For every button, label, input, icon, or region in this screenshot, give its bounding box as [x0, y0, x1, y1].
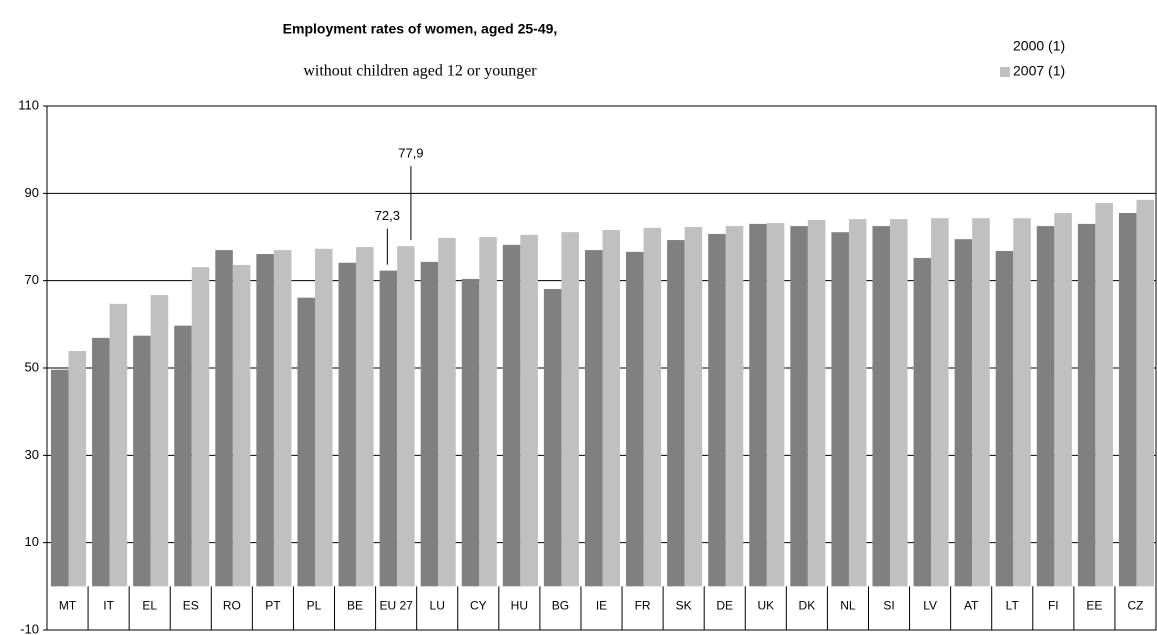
- bar: [379, 270, 398, 587]
- bar: [972, 218, 990, 587]
- x-tick-label: SI: [883, 599, 894, 613]
- bar: [708, 233, 726, 587]
- bar: [297, 297, 315, 587]
- bar: [807, 219, 826, 587]
- bar: [872, 226, 891, 587]
- x-tick-label: EL: [142, 599, 157, 613]
- chart-title: Employment rates of women, aged 25-49,: [283, 21, 558, 37]
- bar: [461, 278, 480, 587]
- x-tick-label: BE: [347, 599, 363, 613]
- bar: [356, 247, 374, 587]
- bar: [790, 226, 808, 587]
- bar: [584, 250, 603, 587]
- bar: [314, 248, 333, 587]
- bar: [913, 257, 932, 587]
- y-tick-label: 70: [25, 272, 39, 287]
- bar: [479, 237, 497, 587]
- legend-label: 2007 (1): [1013, 63, 1065, 79]
- x-tick-label: EE: [1086, 599, 1102, 613]
- bar: [954, 239, 973, 587]
- bar: [848, 219, 867, 587]
- x-tick-label: DK: [799, 599, 816, 613]
- bar: [543, 288, 562, 587]
- x-tick-label: DE: [716, 599, 733, 613]
- bar: [643, 227, 662, 587]
- bar: [51, 369, 69, 587]
- x-tick-label: MT: [59, 599, 77, 613]
- x-tick-label: IT: [103, 599, 114, 613]
- bar: [1095, 202, 1113, 587]
- bar: [92, 337, 110, 587]
- bar: [1013, 218, 1031, 587]
- bar: [684, 226, 703, 587]
- data-label: 77,9: [398, 146, 423, 161]
- bar: [273, 250, 292, 587]
- bar: [502, 244, 521, 587]
- legend-swatch: [1000, 67, 1010, 77]
- x-tick-label: AT: [964, 599, 979, 613]
- bar: [995, 250, 1014, 587]
- chart-subtitle: without children aged 12 or younger: [303, 63, 537, 80]
- legend-label: 2000 (1): [1013, 38, 1065, 54]
- bar: [766, 223, 785, 587]
- y-tick-label: 10: [25, 534, 39, 549]
- bar: [232, 264, 251, 587]
- bar: [1118, 212, 1137, 587]
- x-tick-label: BG: [552, 599, 569, 613]
- data-label: 72,3: [375, 208, 400, 223]
- bar: [667, 240, 685, 587]
- y-tick-label: 50: [25, 359, 39, 374]
- x-tick-label: EU 27: [379, 599, 413, 613]
- y-tick-label: -10: [20, 621, 39, 635]
- bar: [520, 234, 538, 587]
- bar: [397, 246, 415, 587]
- bar: [68, 350, 87, 587]
- plot-frame: [46, 105, 1157, 631]
- x-tick-label: LT: [1006, 599, 1020, 613]
- bar: [890, 219, 908, 587]
- x-tick-label: UK: [757, 599, 774, 613]
- x-tick-label: HU: [511, 599, 528, 613]
- y-tick-label: 30: [25, 447, 39, 462]
- x-tick-label: ES: [183, 599, 199, 613]
- bar: [150, 295, 169, 587]
- bar: [831, 232, 849, 587]
- x-tick-label: NL: [840, 599, 856, 613]
- bar: [215, 250, 233, 587]
- bar: [1036, 226, 1055, 587]
- bar: [174, 325, 192, 587]
- bar: [749, 223, 767, 587]
- x-tick-label: FR: [635, 599, 651, 613]
- bar: [1077, 223, 1096, 587]
- bar: [438, 237, 456, 587]
- x-tick-label: IE: [596, 599, 607, 613]
- bar: [420, 261, 439, 587]
- x-tick-label: CY: [470, 599, 487, 613]
- x-tick-label: LV: [923, 599, 937, 613]
- bar: [602, 230, 621, 587]
- bar: [109, 303, 128, 587]
- bar: [1054, 212, 1072, 587]
- x-tick-label: PL: [307, 599, 322, 613]
- bar: [931, 218, 949, 587]
- x-tick-label: SK: [676, 599, 692, 613]
- bar: [191, 267, 210, 587]
- x-tick-label: LU: [430, 599, 445, 613]
- bar: [256, 254, 274, 587]
- x-tick-label: RO: [223, 599, 241, 613]
- x-tick-label: PT: [265, 599, 281, 613]
- y-tick-label: 90: [25, 185, 39, 200]
- y-tick-label: 110: [18, 97, 39, 112]
- bar: [626, 251, 644, 587]
- bar: [725, 226, 744, 587]
- x-tick-label: CZ: [1127, 599, 1143, 613]
- bar: [133, 335, 151, 587]
- x-tick-label: FI: [1048, 599, 1059, 613]
- bar: [338, 262, 357, 587]
- bar: [561, 232, 579, 587]
- legend-swatch: [1000, 42, 1010, 52]
- bar: [1136, 199, 1154, 587]
